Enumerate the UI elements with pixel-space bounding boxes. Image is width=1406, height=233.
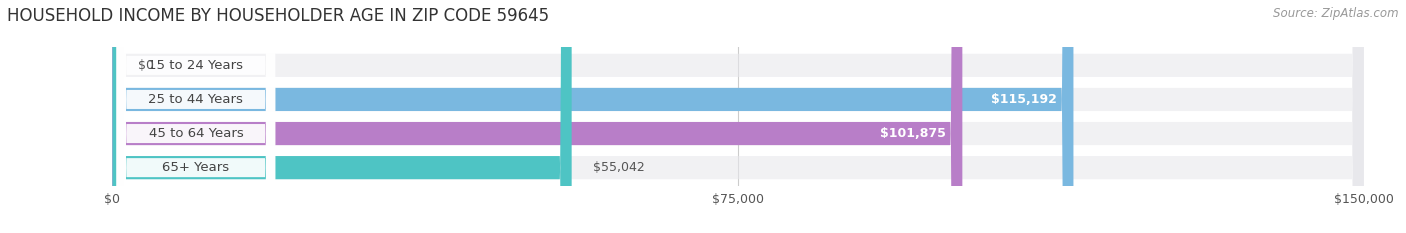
Text: 45 to 64 Years: 45 to 64 Years bbox=[149, 127, 243, 140]
FancyBboxPatch shape bbox=[117, 0, 276, 233]
Text: $115,192: $115,192 bbox=[991, 93, 1057, 106]
FancyBboxPatch shape bbox=[117, 0, 276, 233]
Text: 65+ Years: 65+ Years bbox=[162, 161, 229, 174]
Text: 25 to 44 Years: 25 to 44 Years bbox=[149, 93, 243, 106]
FancyBboxPatch shape bbox=[112, 0, 572, 233]
FancyBboxPatch shape bbox=[112, 0, 1364, 233]
FancyBboxPatch shape bbox=[117, 0, 276, 233]
FancyBboxPatch shape bbox=[112, 0, 1073, 233]
Text: $0: $0 bbox=[138, 59, 153, 72]
FancyBboxPatch shape bbox=[112, 0, 1364, 233]
Text: 15 to 24 Years: 15 to 24 Years bbox=[149, 59, 243, 72]
FancyBboxPatch shape bbox=[112, 0, 962, 233]
Text: $101,875: $101,875 bbox=[880, 127, 946, 140]
Text: Source: ZipAtlas.com: Source: ZipAtlas.com bbox=[1274, 7, 1399, 20]
Text: $55,042: $55,042 bbox=[592, 161, 644, 174]
FancyBboxPatch shape bbox=[112, 0, 1364, 233]
Text: HOUSEHOLD INCOME BY HOUSEHOLDER AGE IN ZIP CODE 59645: HOUSEHOLD INCOME BY HOUSEHOLDER AGE IN Z… bbox=[7, 7, 550, 25]
FancyBboxPatch shape bbox=[112, 0, 1364, 233]
FancyBboxPatch shape bbox=[117, 0, 276, 233]
